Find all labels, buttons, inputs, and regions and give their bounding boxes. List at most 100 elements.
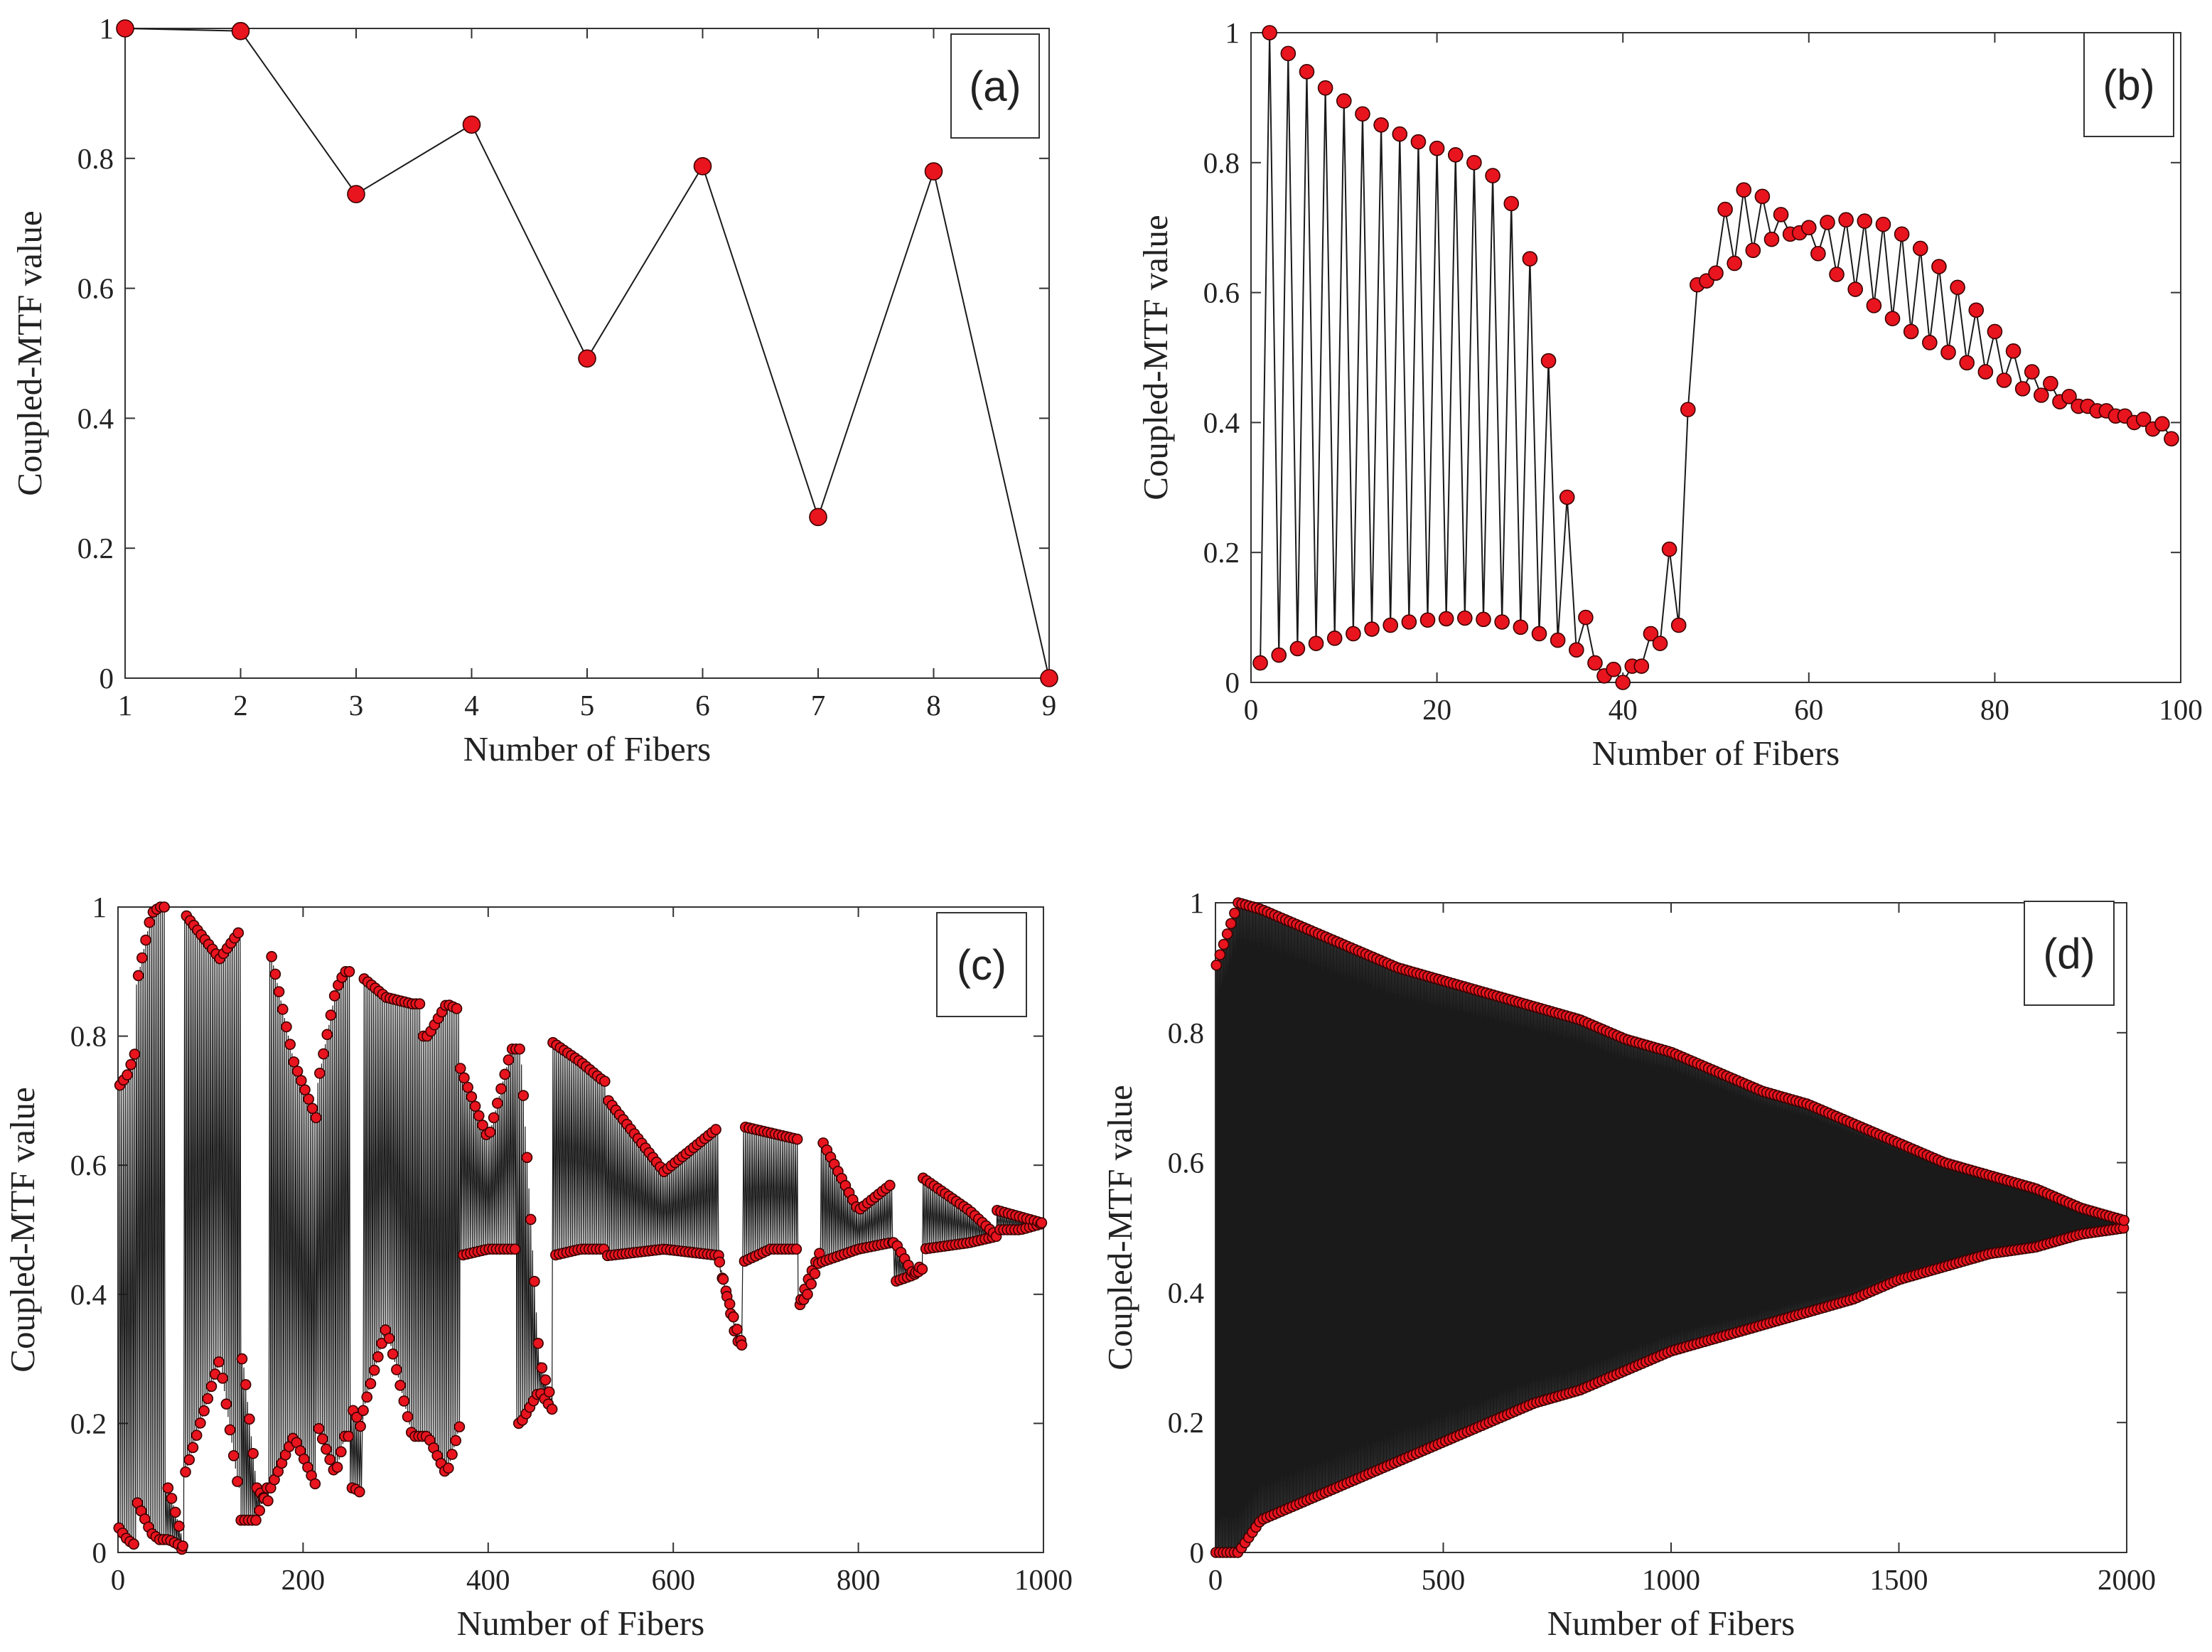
data-point <box>1838 212 1854 228</box>
data-point <box>724 1298 736 1310</box>
data-point <box>1419 612 1436 628</box>
panel-tag: (d) <box>2043 930 2095 977</box>
data-point <box>162 1482 174 1493</box>
data-point <box>2135 412 2152 427</box>
data-point <box>1968 302 1985 318</box>
data-point <box>1670 617 1687 633</box>
data-point <box>132 970 144 982</box>
data-point <box>916 1263 928 1275</box>
data-point <box>220 1398 232 1410</box>
y-tick-label: 0 <box>100 662 114 694</box>
data-point <box>1299 64 1315 80</box>
data-point <box>536 1362 548 1374</box>
data-point <box>140 934 151 946</box>
y-axis-label: Coupled-MTF value <box>3 1087 42 1372</box>
data-point <box>473 1110 485 1122</box>
data-point <box>331 1461 343 1473</box>
panel-tag: (c) <box>957 941 1006 989</box>
x-tick-label: 3 <box>349 689 364 722</box>
data-point <box>450 1434 462 1447</box>
y-tick-label: 0.8 <box>77 142 114 175</box>
data-point <box>314 1068 326 1079</box>
x-tick-label: 1500 <box>1870 1563 1928 1596</box>
y-axis-label: Coupled-MTF value <box>1100 1085 1139 1370</box>
data-point <box>710 1124 721 1135</box>
data-point <box>529 1275 540 1287</box>
panel-tag-box <box>2083 32 2174 137</box>
data-point <box>1903 323 1919 340</box>
data-point <box>1289 640 1306 657</box>
x-tick-label: 60 <box>1794 693 1823 726</box>
panel-tag: (b) <box>2103 61 2154 109</box>
data-point <box>1466 155 1482 171</box>
data-point <box>1308 635 1324 651</box>
data-point <box>1214 949 1226 960</box>
data-point <box>1262 25 1277 41</box>
data-point <box>250 1514 262 1526</box>
data-point <box>599 1076 611 1087</box>
data-point <box>2005 343 2022 359</box>
data-point <box>514 1043 525 1055</box>
y-tick-label: 0 <box>1190 1536 1205 1569</box>
y-tick-label: 0 <box>92 1536 107 1569</box>
x-tick-label: 6 <box>695 689 710 722</box>
data-point <box>321 1443 332 1455</box>
data-point <box>543 1386 555 1398</box>
data-point <box>453 1421 466 1433</box>
data-point <box>166 1493 178 1504</box>
data-point <box>714 1256 726 1268</box>
data-point <box>1326 631 1343 646</box>
panel-d: 0 500 1000 1500 2000 0 0.2 0.4 0.6 0.8 1 Number of … <box>1100 886 2156 1643</box>
data-point <box>414 998 426 1009</box>
panel-tag: (a) <box>969 63 1021 110</box>
data-point <box>1355 106 1370 122</box>
data-point <box>1615 675 1631 690</box>
data-point <box>717 1273 729 1285</box>
data-point <box>266 950 277 962</box>
data-point <box>306 1103 318 1115</box>
data-point <box>125 1058 137 1071</box>
data-point <box>1513 619 1529 635</box>
data-point <box>1550 632 1566 648</box>
data-point <box>394 1380 406 1391</box>
data-point <box>1745 242 1761 258</box>
data-point <box>1894 226 1910 242</box>
data-point <box>539 1374 552 1386</box>
data-point <box>387 1348 399 1360</box>
x-tick-label: 0 <box>1208 1563 1223 1596</box>
data-point <box>446 1449 458 1460</box>
y-tick-label: 0.6 <box>1203 277 1240 309</box>
data-point <box>198 1405 210 1417</box>
data-point <box>1754 188 1771 205</box>
data-point <box>1661 541 1677 557</box>
x-tick-label: 800 <box>837 1563 881 1596</box>
data-point <box>202 1393 214 1405</box>
data-point <box>169 1506 181 1518</box>
data-point <box>1392 126 1408 142</box>
data-point <box>372 1351 384 1363</box>
data-point <box>1940 344 1956 360</box>
y-tick-label: 0.6 <box>1168 1147 1204 1179</box>
data-point <box>122 1069 133 1080</box>
data-point <box>532 1338 544 1349</box>
data-point <box>1229 907 1240 919</box>
data-point <box>1280 45 1296 62</box>
data-point <box>303 1093 315 1105</box>
x-tick-label: 2000 <box>2098 1563 2156 1596</box>
data-point <box>1317 80 1333 96</box>
y-tick-label: 1 <box>100 12 114 45</box>
data-point <box>1959 355 1975 371</box>
data-point <box>1931 259 1947 274</box>
y-tick-label: 0.4 <box>1168 1276 1204 1309</box>
y-tick-label: 1 <box>1225 16 1240 49</box>
y-tick-label: 0.6 <box>70 1149 107 1181</box>
data-point <box>1336 93 1352 109</box>
data-point <box>509 1243 521 1255</box>
data-point <box>1977 364 1994 380</box>
data-point <box>180 1466 191 1478</box>
data-point <box>578 349 596 368</box>
x-tick-label: 1000 <box>1014 1563 1073 1596</box>
data-point <box>1225 918 1237 930</box>
data-point <box>731 1324 743 1335</box>
data-point <box>1820 215 1835 230</box>
